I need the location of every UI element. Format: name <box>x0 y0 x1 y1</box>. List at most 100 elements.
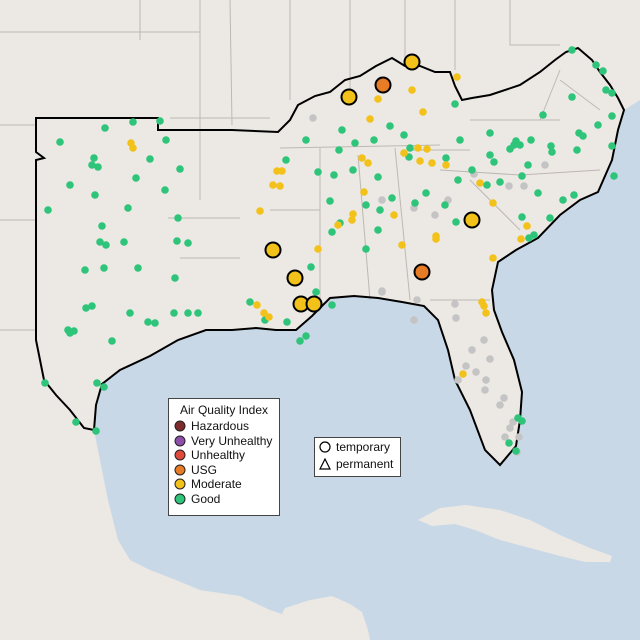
station-marker-no-data[interactable] <box>496 401 504 409</box>
station-marker-good[interactable] <box>94 163 102 171</box>
station-marker-good[interactable] <box>441 201 449 209</box>
station-marker-good[interactable] <box>151 319 159 327</box>
station-marker-no-data[interactable] <box>452 314 460 322</box>
station-marker-good[interactable] <box>516 141 524 149</box>
station-marker-good[interactable] <box>162 136 170 144</box>
station-marker-good[interactable] <box>388 194 396 202</box>
station-marker-good[interactable] <box>146 155 154 163</box>
station-marker-good[interactable] <box>129 118 137 126</box>
station-marker-good[interactable] <box>486 151 494 159</box>
station-marker-no-data[interactable] <box>505 182 513 190</box>
station-marker-good[interactable] <box>518 417 526 425</box>
station-marker-good[interactable] <box>594 121 602 129</box>
station-marker-moderate[interactable] <box>482 309 490 317</box>
station-marker-good[interactable] <box>335 146 343 154</box>
station-marker-good[interactable] <box>570 191 578 199</box>
station-marker-good[interactable] <box>374 173 382 181</box>
station-marker-moderate[interactable] <box>276 182 284 190</box>
station-marker-good[interactable] <box>307 263 315 271</box>
station-marker-good[interactable] <box>173 237 181 245</box>
station-marker-good[interactable] <box>512 447 520 455</box>
station-marker-good[interactable] <box>312 288 320 296</box>
station-marker-good[interactable] <box>246 298 254 306</box>
station-marker-good[interactable] <box>126 309 134 317</box>
station-marker-moderate[interactable] <box>428 159 436 167</box>
station-marker-good[interactable] <box>496 178 504 186</box>
station-marker-no-data[interactable] <box>454 376 462 384</box>
station-marker-no-data[interactable] <box>515 433 523 441</box>
station-marker-good[interactable] <box>456 136 464 144</box>
station-marker-good[interactable] <box>100 264 108 272</box>
station-marker-no-data[interactable] <box>481 386 489 394</box>
station-marker-moderate[interactable] <box>408 86 416 94</box>
station-marker-good[interactable] <box>451 100 459 108</box>
station-marker-good[interactable] <box>134 264 142 272</box>
station-marker-moderate[interactable] <box>253 301 261 309</box>
station-marker-good[interactable] <box>374 226 382 234</box>
station-marker-good[interactable] <box>91 191 99 199</box>
station-marker-good[interactable] <box>302 332 310 340</box>
station-marker-no-data[interactable] <box>472 368 480 376</box>
station-marker-moderate-temporary[interactable] <box>463 211 481 229</box>
station-marker-no-data[interactable] <box>410 316 418 324</box>
station-marker-good[interactable] <box>534 189 542 197</box>
station-marker-moderate[interactable] <box>476 179 484 187</box>
station-marker-good[interactable] <box>44 206 52 214</box>
station-marker-moderate[interactable] <box>358 154 366 162</box>
station-marker-no-data[interactable] <box>480 336 488 344</box>
station-marker-good[interactable] <box>351 139 359 147</box>
station-marker-moderate-temporary[interactable] <box>286 269 304 287</box>
station-marker-no-data[interactable] <box>462 362 470 370</box>
station-marker-good[interactable] <box>548 148 556 156</box>
station-marker-moderate[interactable] <box>278 167 286 175</box>
station-marker-moderate[interactable] <box>364 159 372 167</box>
station-marker-good[interactable] <box>362 201 370 209</box>
station-marker-moderate[interactable] <box>349 210 357 218</box>
station-marker-good[interactable] <box>328 301 336 309</box>
station-marker-good[interactable] <box>510 141 518 149</box>
station-marker-good[interactable] <box>283 318 291 326</box>
station-marker-no-data[interactable] <box>520 182 528 190</box>
station-marker-good[interactable] <box>93 379 101 387</box>
station-marker-good[interactable] <box>66 181 74 189</box>
station-marker-moderate[interactable] <box>360 188 368 196</box>
station-marker-good[interactable] <box>370 136 378 144</box>
station-marker-moderate[interactable] <box>374 95 382 103</box>
station-marker-moderate[interactable] <box>334 221 342 229</box>
station-marker-good[interactable] <box>82 304 90 312</box>
station-marker-moderate-temporary[interactable] <box>264 241 282 259</box>
station-marker-moderate[interactable] <box>314 245 322 253</box>
station-marker-good[interactable] <box>505 439 513 447</box>
station-marker-good[interactable] <box>527 136 535 144</box>
station-marker-no-data[interactable] <box>482 376 490 384</box>
station-marker-good[interactable] <box>302 136 310 144</box>
station-marker-no-data[interactable] <box>451 300 459 308</box>
station-marker-good[interactable] <box>314 168 322 176</box>
station-marker-good[interactable] <box>100 383 108 391</box>
station-marker-good[interactable] <box>599 67 607 75</box>
station-marker-good[interactable] <box>171 274 179 282</box>
station-marker-good[interactable] <box>406 144 414 152</box>
station-marker-good[interactable] <box>490 158 498 166</box>
station-marker-good[interactable] <box>282 156 290 164</box>
station-marker-moderate-temporary[interactable] <box>403 53 421 71</box>
station-marker-good[interactable] <box>72 418 80 426</box>
station-marker-no-data[interactable] <box>413 296 421 304</box>
station-marker-no-data[interactable] <box>486 355 494 363</box>
station-marker-moderate[interactable] <box>517 235 525 243</box>
station-marker-moderate[interactable] <box>416 157 424 165</box>
station-marker-moderate[interactable] <box>523 222 531 230</box>
station-marker-moderate[interactable] <box>256 207 264 215</box>
station-marker-good[interactable] <box>56 138 64 146</box>
station-marker-moderate[interactable] <box>423 145 431 153</box>
station-marker-good[interactable] <box>184 309 192 317</box>
station-marker-good[interactable] <box>194 309 202 317</box>
station-marker-good[interactable] <box>483 181 491 189</box>
station-marker-moderate-temporary[interactable] <box>305 295 323 313</box>
station-marker-good[interactable] <box>608 89 616 97</box>
station-marker-good[interactable] <box>568 46 576 54</box>
station-marker-moderate[interactable] <box>269 181 277 189</box>
station-marker-no-data[interactable] <box>309 114 317 122</box>
station-marker-no-data[interactable] <box>541 161 549 169</box>
station-marker-good[interactable] <box>88 302 96 310</box>
